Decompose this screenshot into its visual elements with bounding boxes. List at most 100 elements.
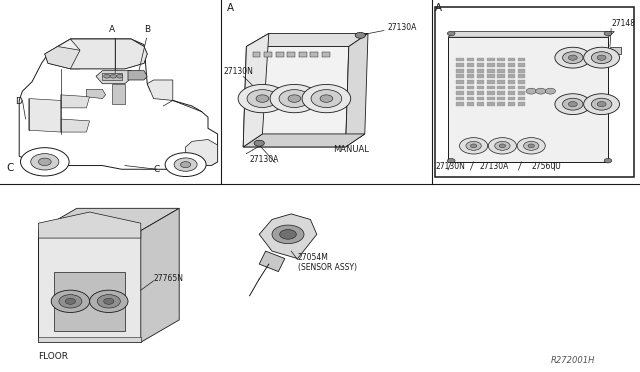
Bar [497, 91, 505, 95]
Bar [477, 91, 484, 95]
Polygon shape [112, 84, 125, 104]
Polygon shape [246, 33, 368, 46]
Bar [508, 91, 515, 95]
Bar [467, 74, 474, 78]
Bar [264, 52, 272, 57]
Bar [497, 80, 505, 84]
Bar [515, 67, 550, 82]
Bar [456, 86, 464, 89]
Bar [467, 102, 474, 106]
Text: 27130A: 27130A [480, 162, 509, 171]
Bar [456, 102, 464, 106]
Bar [467, 97, 474, 100]
Polygon shape [45, 46, 80, 69]
Bar [477, 58, 484, 61]
Circle shape [20, 148, 69, 176]
Polygon shape [61, 119, 90, 132]
Bar [477, 74, 484, 78]
Text: A: A [435, 3, 442, 13]
Text: D: D [15, 97, 22, 106]
Text: 27765N: 27765N [154, 274, 184, 283]
Bar [477, 80, 484, 84]
Bar [508, 63, 515, 67]
Circle shape [256, 95, 269, 102]
Circle shape [563, 98, 583, 110]
Bar [497, 74, 505, 78]
Polygon shape [243, 134, 365, 147]
Bar [467, 80, 474, 84]
Bar [487, 74, 495, 78]
Text: 27130A: 27130A [250, 155, 279, 164]
Bar [487, 91, 495, 95]
Circle shape [31, 154, 59, 170]
Bar [435, 7, 634, 177]
Polygon shape [86, 89, 106, 99]
Polygon shape [54, 272, 125, 331]
Circle shape [528, 144, 534, 148]
Polygon shape [29, 99, 61, 132]
Circle shape [247, 90, 278, 108]
Circle shape [524, 141, 539, 150]
Bar [487, 69, 495, 73]
Polygon shape [38, 208, 179, 231]
Circle shape [536, 88, 546, 94]
Bar [508, 80, 515, 84]
Circle shape [584, 94, 620, 115]
Text: 27054M: 27054M [298, 253, 328, 262]
Text: 27130N: 27130N [435, 162, 465, 171]
Polygon shape [38, 212, 141, 238]
Circle shape [568, 55, 577, 60]
Circle shape [604, 158, 612, 163]
Text: FLOOR: FLOOR [38, 352, 68, 361]
Text: A: A [109, 25, 115, 34]
Circle shape [555, 47, 591, 68]
Bar [497, 102, 505, 106]
Polygon shape [38, 231, 141, 342]
Polygon shape [38, 337, 141, 342]
Bar [518, 58, 525, 61]
Bar [310, 52, 318, 57]
Bar [497, 58, 505, 61]
Circle shape [604, 31, 612, 36]
Circle shape [591, 98, 612, 110]
Bar [253, 52, 260, 57]
Circle shape [526, 88, 536, 94]
Bar [477, 63, 484, 67]
Bar [456, 91, 464, 95]
Circle shape [90, 290, 128, 312]
Circle shape [97, 295, 120, 308]
Bar [487, 102, 495, 106]
Polygon shape [128, 71, 147, 80]
Bar [250, 49, 339, 58]
Text: 27130N: 27130N [224, 67, 254, 76]
Circle shape [499, 144, 506, 148]
Circle shape [110, 74, 116, 78]
Circle shape [460, 138, 488, 154]
Bar [456, 97, 464, 100]
Bar [477, 97, 484, 100]
Polygon shape [70, 39, 147, 69]
Circle shape [104, 74, 110, 78]
Circle shape [311, 90, 342, 108]
Bar [477, 69, 484, 73]
Bar [287, 52, 295, 57]
Circle shape [495, 141, 510, 150]
Circle shape [279, 90, 310, 108]
Bar [518, 97, 525, 100]
Polygon shape [61, 95, 90, 108]
Polygon shape [96, 71, 131, 84]
Bar [456, 80, 464, 84]
Circle shape [270, 84, 319, 113]
Polygon shape [19, 39, 218, 169]
Circle shape [488, 138, 516, 154]
Bar [477, 86, 484, 89]
Text: MANUAL: MANUAL [333, 145, 369, 154]
Text: C: C [154, 165, 160, 174]
Circle shape [38, 158, 51, 166]
Bar [467, 86, 474, 89]
Bar [467, 69, 474, 73]
Bar [518, 69, 525, 73]
Bar [456, 74, 464, 78]
Circle shape [568, 102, 577, 107]
Circle shape [517, 138, 545, 154]
